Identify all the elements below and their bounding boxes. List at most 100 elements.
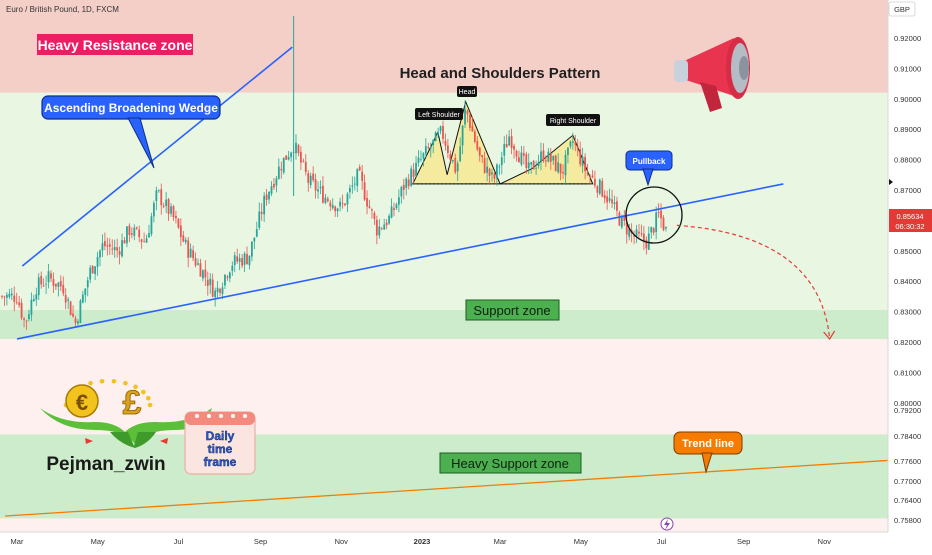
candle [170, 203, 172, 217]
candle [456, 160, 459, 182]
price-tick: 0.78400 [894, 432, 921, 441]
candle [118, 246, 121, 265]
candle [564, 150, 567, 184]
forecast-path [676, 224, 831, 340]
time-axis[interactable]: Mar May Jul Sep Nov 2023 Mar May Jul Sep Nov [0, 531, 932, 550]
candle [23, 317, 25, 328]
candle [358, 164, 361, 172]
star [147, 402, 153, 408]
candle [326, 196, 329, 203]
support-zone [0, 310, 888, 339]
time-tick: 2023 [414, 537, 431, 546]
candle [89, 265, 92, 284]
candle [280, 161, 283, 179]
candle [645, 236, 648, 255]
candle [86, 276, 89, 297]
candle [424, 138, 427, 158]
price-tick: 0.88000 [894, 156, 921, 165]
price-tick: 0.83000 [894, 308, 921, 317]
candle [211, 273, 214, 298]
candle [527, 153, 530, 175]
svg-text:Left Shoulder: Left Shoulder [418, 112, 460, 119]
candle [248, 255, 251, 270]
candle [383, 218, 386, 230]
candle [246, 246, 248, 265]
candle [138, 225, 141, 243]
candle [55, 283, 57, 291]
time-tick: Sep [254, 537, 267, 546]
candle [657, 203, 660, 218]
candle [478, 146, 481, 162]
candle [652, 227, 655, 236]
candle [285, 155, 288, 160]
candle [454, 153, 457, 175]
candle [204, 260, 207, 286]
candle [307, 170, 310, 192]
candle [574, 134, 577, 152]
candle [635, 224, 638, 244]
candle [508, 130, 511, 147]
heavy-resistance-text: Heavy Resistance zone [38, 37, 193, 53]
price-tick: 0.87000 [894, 186, 921, 195]
star [88, 380, 93, 386]
candle [219, 287, 221, 297]
candle [182, 231, 185, 243]
candle [202, 269, 204, 282]
candle [72, 305, 74, 318]
candle [505, 134, 508, 148]
current-price: 0.85634 [896, 212, 923, 221]
wedge-callout-text: Ascending Broadening Wedge [44, 101, 218, 115]
candle [618, 210, 621, 227]
candle [339, 197, 341, 212]
candle [464, 100, 466, 128]
candle [260, 203, 263, 221]
candle [130, 227, 133, 239]
candle [613, 195, 616, 210]
candle [319, 180, 322, 194]
lightning-icon[interactable] [660, 517, 674, 531]
candle [611, 189, 613, 208]
candle [101, 234, 104, 258]
candle [647, 226, 650, 251]
candle [77, 319, 79, 327]
candle [324, 193, 327, 205]
star [133, 384, 138, 390]
candle [532, 159, 535, 170]
candle [214, 287, 217, 307]
candle [363, 174, 366, 201]
candle [165, 191, 168, 213]
candle [94, 266, 96, 280]
candle [427, 142, 430, 150]
candle [576, 139, 579, 157]
candle [513, 143, 515, 159]
symbol-title: Euro / British Pound, 1D, FXCM [6, 5, 119, 14]
candle [233, 251, 236, 273]
star [141, 389, 146, 395]
candle [216, 281, 219, 300]
heavy-support-label: Heavy Support zone [439, 452, 582, 474]
candle [520, 146, 523, 167]
candle [153, 200, 155, 223]
candle [10, 288, 13, 301]
candle [503, 136, 506, 164]
price-tick: 0.82000 [894, 338, 921, 347]
candle [530, 161, 533, 174]
candle [290, 151, 292, 162]
candle [59, 275, 62, 291]
candle [591, 169, 594, 179]
candle [584, 153, 586, 180]
pound-symbol: £ [123, 384, 142, 422]
candle [287, 151, 290, 161]
candle [434, 131, 437, 142]
chart-title: Head and Shoulders Pattern [400, 65, 601, 82]
candle [108, 238, 111, 255]
candle [633, 230, 635, 245]
badge-line-2: time [208, 442, 233, 456]
candle [390, 198, 393, 219]
candle [37, 273, 40, 300]
candle [329, 199, 332, 212]
price-axis[interactable]: GBP 0.92000 0.91000 0.90000 0.89000 0.88000 0… [887, 0, 932, 550]
candle [3, 295, 6, 306]
candle [451, 159, 454, 164]
